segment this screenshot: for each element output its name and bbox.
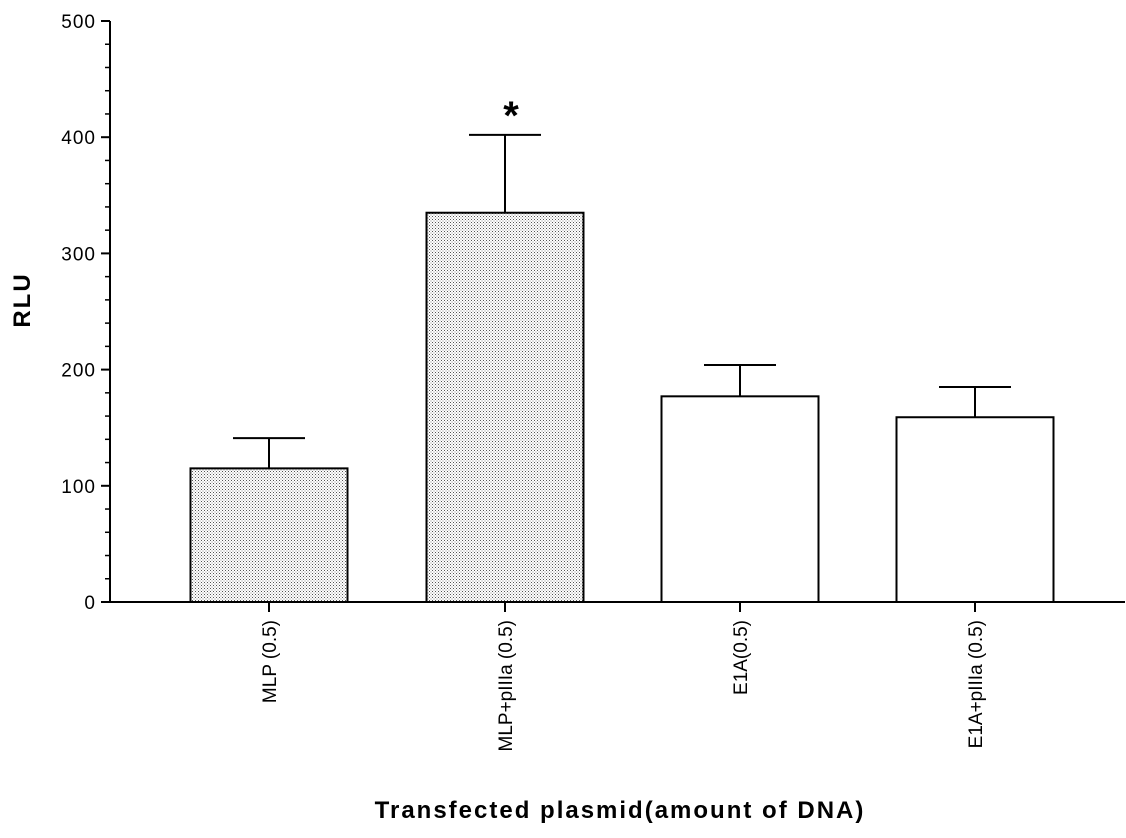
x-category-label: E1A(0.5): [731, 620, 752, 695]
x-axis-title: Transfected plasmid(amount of DNA): [375, 797, 866, 824]
y-tick-label: 0: [84, 593, 96, 614]
annotations-layer: *: [503, 94, 519, 138]
y-tick-label: 500: [61, 12, 96, 33]
y-axis-title: RLU: [9, 272, 36, 327]
x-category-label: E1A+pIIIa (0.5): [966, 620, 987, 748]
bar: [425, 211, 585, 603]
x-category-label: MLP (0.5): [260, 620, 281, 703]
axes-layer: [109, 21, 1125, 603]
x-category-label: MLP+pIIIa (0.5): [496, 620, 517, 751]
bar: [189, 467, 349, 603]
y-tick-label: 400: [61, 128, 96, 149]
y-tick-label: 300: [61, 244, 96, 265]
y-tick-label: 100: [61, 477, 96, 498]
y-ticks-layer: 0 100 200 300 400 500: [61, 12, 110, 614]
x-category-labels-layer: MLP (0.5) MLP+pIIIa (0.5) E1A(0.5) E1A+pIII…: [260, 602, 987, 751]
significance-marker: *: [503, 94, 519, 138]
bars-layer: [189, 211, 1055, 603]
bar: [895, 416, 1055, 603]
error-bars-layer: [233, 133, 1011, 469]
y-tick-label: 200: [61, 361, 96, 382]
bar: [660, 395, 820, 603]
